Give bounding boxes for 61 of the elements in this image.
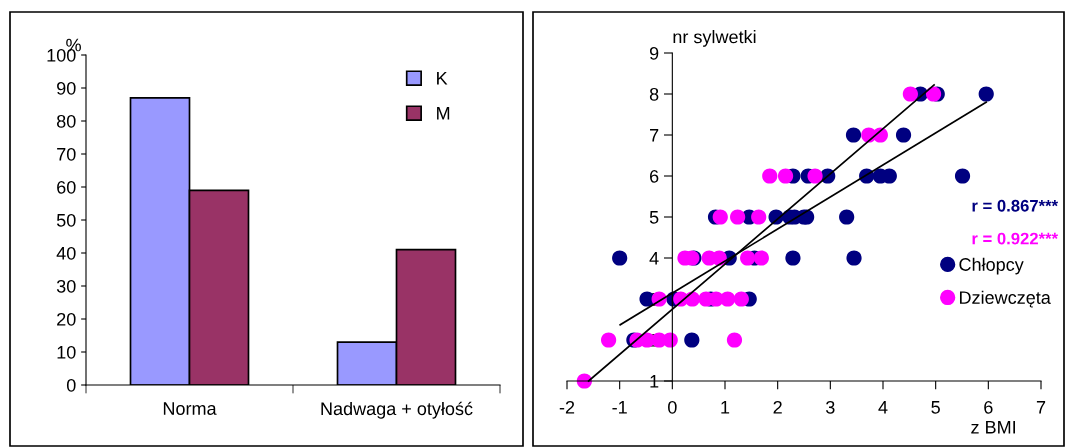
point: [777, 168, 794, 184]
x-tick-label: Norma: [163, 402, 217, 415]
point: [978, 86, 994, 102]
x-tick-label: -2: [559, 400, 575, 414]
y-tick-label: 30: [56, 279, 76, 293]
point: [785, 250, 801, 266]
point: [751, 209, 767, 225]
x-axis-title: z BMI: [971, 421, 1016, 434]
y-tick-label: 70: [57, 147, 76, 161]
x-tick-label: 1: [721, 401, 730, 414]
y-tick-label: 1: [650, 375, 659, 388]
y-tick-label: 40: [56, 246, 76, 260]
point: [807, 168, 823, 184]
y-tick-label: 5: [649, 211, 659, 224]
x-tick-label: Nadwaga + otyłość: [321, 401, 473, 419]
y-tick-label: 10: [57, 345, 76, 359]
point: [684, 332, 700, 348]
legend-label: Dziewczęta: [959, 290, 1051, 308]
point: [740, 250, 756, 266]
x-tick-label: 4: [878, 401, 888, 414]
x-tick-label: 0: [668, 400, 677, 414]
x-tick-label: 3: [826, 400, 835, 414]
legend-label: M: [437, 106, 450, 120]
y-tick-label: 8: [649, 87, 659, 101]
y-axis-title: nr sylwetki: [673, 30, 756, 47]
point: [720, 291, 736, 307]
y-tick-label: 0: [66, 378, 76, 392]
x-tick-label: 5: [931, 401, 940, 414]
point: [753, 250, 769, 266]
point: [902, 86, 918, 102]
y-tick-label: 20: [57, 312, 76, 326]
y-tick-label: 6: [650, 169, 659, 183]
point: [730, 209, 746, 225]
point: [839, 209, 855, 225]
point: [762, 168, 778, 184]
y-tick-label: 9: [649, 46, 659, 60]
y-tick-label: 4: [649, 252, 659, 265]
point: [845, 127, 862, 143]
y-tick-label: 7: [650, 129, 659, 142]
x-tick-label: -1: [612, 401, 627, 414]
legend-label: Chłopcy: [959, 257, 1024, 275]
x-tick-label: 7: [1036, 401, 1046, 414]
annotation: r = 0.867***: [972, 199, 1059, 212]
annotation: r = 0.922***: [972, 232, 1059, 245]
point: [726, 332, 743, 348]
point: [954, 168, 971, 184]
point: [733, 291, 749, 307]
point: [846, 250, 862, 266]
x-tick-label: 6: [984, 400, 993, 414]
y-tick-label: 80: [56, 114, 76, 128]
point: [601, 332, 617, 348]
y-tick-label: 60: [57, 180, 76, 194]
point: [612, 250, 628, 266]
point: [895, 127, 912, 143]
legend-label: K: [437, 72, 448, 85]
point: [712, 209, 728, 225]
y-tick-label: 50: [56, 213, 76, 227]
x-tick-label: 2: [773, 400, 782, 414]
point: [925, 86, 942, 102]
point: [662, 332, 678, 348]
y-tick-label: 90: [57, 81, 76, 95]
